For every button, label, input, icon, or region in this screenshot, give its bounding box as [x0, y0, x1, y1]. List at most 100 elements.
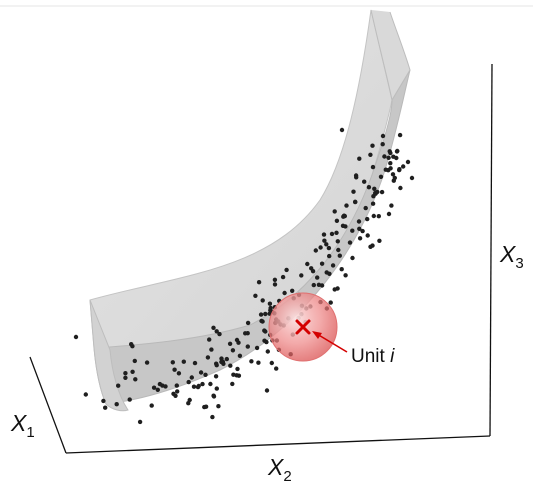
data-point [334, 230, 339, 235]
data-point [370, 201, 376, 206]
data-point [207, 337, 212, 342]
data-point [254, 345, 260, 351]
data-point [256, 360, 261, 365]
data-point [130, 369, 135, 374]
data-point [334, 218, 340, 223]
data-point [365, 233, 370, 238]
data-point [336, 247, 341, 253]
data-point [388, 166, 393, 171]
data-point [354, 175, 359, 180]
data-point [200, 381, 205, 387]
data-point [175, 389, 180, 394]
data-point [116, 383, 121, 388]
data-point [327, 271, 332, 276]
data-point [149, 403, 154, 408]
data-point [375, 189, 380, 195]
data-point [319, 283, 325, 288]
data-point [256, 280, 262, 285]
data-point [388, 150, 393, 156]
axis-label-x3: X3 [499, 241, 524, 272]
data-point [339, 127, 345, 133]
data-point [335, 239, 340, 244]
data-point [332, 287, 337, 292]
data-point [198, 370, 204, 375]
data-point [245, 320, 251, 326]
data-point [189, 375, 194, 380]
data-point [243, 331, 248, 336]
data-point [203, 404, 209, 409]
data-point [357, 156, 362, 161]
data-point [155, 387, 160, 392]
data-point [209, 347, 214, 352]
data-point [172, 367, 177, 372]
data-point [326, 245, 332, 251]
data-point [224, 356, 229, 362]
data-point [350, 255, 355, 261]
data-point [83, 392, 89, 397]
data-point [379, 189, 385, 195]
data-point [360, 228, 365, 234]
data-point [391, 154, 396, 159]
data-point [332, 209, 337, 214]
data-point [376, 214, 381, 219]
data-point [217, 331, 222, 337]
data-point [170, 360, 175, 365]
data-point [370, 164, 376, 170]
data-point [157, 381, 163, 387]
data-point [173, 393, 178, 398]
data-point [211, 394, 217, 399]
data-point [337, 253, 342, 258]
data-point [366, 185, 372, 190]
data-point [174, 383, 179, 388]
data-point [127, 397, 132, 402]
data-point [268, 305, 273, 311]
data-point [230, 348, 236, 353]
data-point [133, 377, 138, 382]
data-point [305, 261, 310, 267]
data-point [353, 199, 358, 205]
data-point [264, 339, 269, 345]
data-point [321, 232, 327, 237]
data-point [347, 240, 353, 245]
data-point [151, 385, 157, 390]
data-point [176, 371, 182, 376]
data-point [211, 325, 216, 330]
data-point [324, 242, 329, 247]
data-point [253, 293, 258, 298]
data-point [274, 366, 279, 371]
data-point [260, 298, 265, 303]
data-point [343, 273, 348, 278]
data-point [380, 133, 386, 139]
data-point [187, 397, 192, 403]
data-point [219, 359, 224, 365]
data-point [258, 312, 264, 317]
data-point [371, 213, 376, 219]
data-point [196, 383, 201, 389]
data-point [370, 143, 375, 148]
data-point [340, 223, 346, 228]
data-point [101, 398, 106, 404]
data-point [181, 359, 186, 364]
data-point [313, 248, 318, 253]
data-point [390, 172, 396, 177]
data-point [386, 155, 391, 160]
data-point [398, 185, 403, 191]
manifold-surface-back [89, 9, 393, 355]
data-point [263, 311, 268, 317]
data-point [397, 132, 403, 138]
data-point [144, 360, 150, 365]
data-point [405, 159, 411, 165]
data-point [409, 175, 415, 181]
manifold-rim [370, 9, 411, 102]
data-point [264, 388, 270, 393]
data-point [269, 360, 274, 366]
data-point [284, 267, 289, 273]
data-point [380, 142, 385, 147]
data-point [377, 238, 382, 243]
data-point [351, 189, 356, 194]
data-point [290, 288, 295, 293]
data-point [129, 342, 134, 347]
data-point [365, 216, 370, 222]
data-point [214, 386, 219, 391]
data-point [372, 186, 377, 191]
